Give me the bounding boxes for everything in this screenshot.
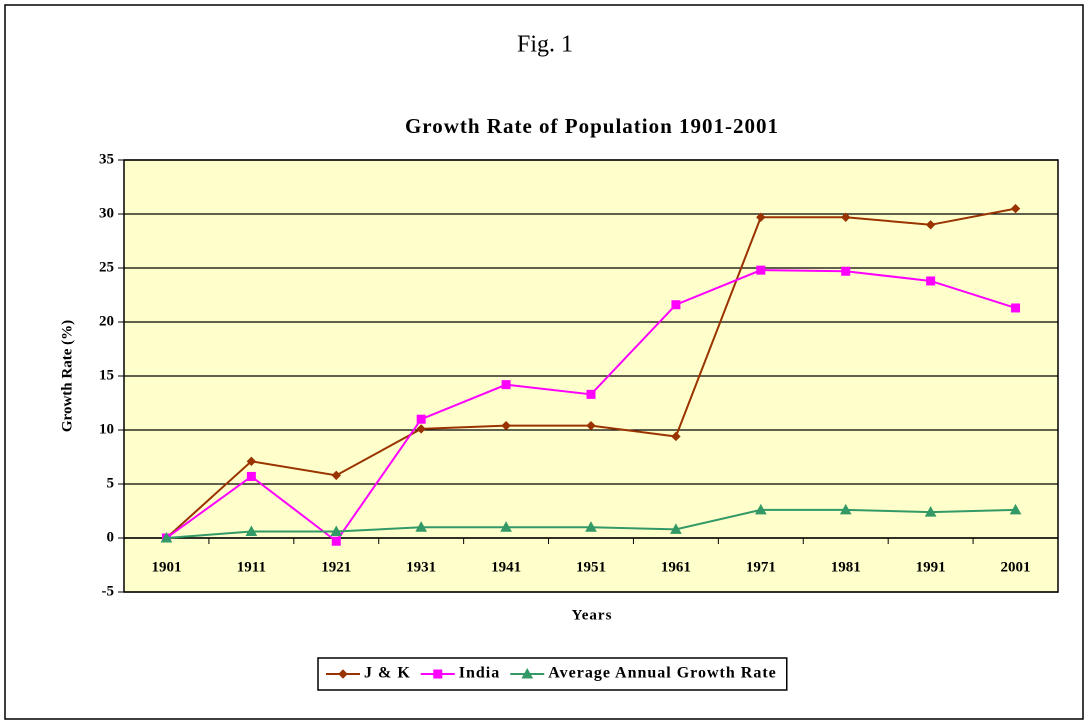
x-tick-label: 1961	[661, 559, 691, 575]
marker	[245, 525, 258, 537]
marker	[1009, 503, 1022, 515]
x-tick-label: 1901	[151, 559, 181, 575]
y-tick-label: 20	[99, 313, 114, 329]
marker	[670, 523, 682, 534]
marker	[756, 265, 766, 275]
x-tick-label: 1911	[237, 559, 266, 575]
marker	[330, 525, 343, 537]
marker	[246, 456, 257, 467]
marker	[671, 300, 681, 310]
marker	[500, 521, 512, 532]
x-tick-label: 1951	[576, 559, 606, 575]
y-tick-label: 25	[99, 259, 114, 275]
marker	[841, 266, 851, 276]
y-tick-label: 5	[107, 475, 115, 491]
marker	[433, 669, 443, 679]
marker	[501, 380, 511, 390]
y-tick-label: 30	[99, 205, 114, 221]
x-axis-label: Years	[572, 607, 613, 623]
marker	[924, 506, 937, 517]
marker	[926, 276, 936, 286]
marker	[416, 424, 426, 434]
marker	[754, 503, 767, 515]
legend-label: India	[459, 665, 500, 682]
legend: J & K India Average Annual Growth Rate	[317, 657, 788, 691]
marker	[415, 521, 428, 532]
y-tick-label: 10	[99, 421, 114, 437]
y-tick-label: 0	[107, 529, 115, 545]
x-tick-label: 1941	[491, 559, 521, 575]
marker	[586, 420, 596, 431]
chart-title: Growth Rate of Population 1901-2001	[405, 114, 779, 138]
marker	[160, 531, 173, 543]
y-axis-label: Growth Rate (%)	[59, 320, 75, 432]
x-tick-label: 1981	[831, 559, 861, 575]
legend-box	[317, 657, 788, 691]
marker	[925, 220, 936, 230]
marker	[841, 212, 851, 222]
marker	[756, 212, 766, 222]
marker	[331, 536, 341, 546]
y-tick-label: 35	[99, 151, 114, 167]
y-tick-label: -5	[102, 583, 115, 599]
marker	[521, 667, 534, 679]
x-tick-label: 2001	[1001, 559, 1031, 575]
legend-label: J & K	[364, 665, 411, 682]
marker	[586, 389, 596, 399]
marker	[585, 521, 597, 532]
x-tick-label: 1991	[916, 559, 946, 575]
marker	[338, 669, 348, 679]
y-tick-label: 15	[99, 367, 114, 383]
legend-label: Average Annual Growth Rate	[548, 665, 777, 682]
figure-label: Fig. 1	[517, 32, 573, 58]
marker	[501, 420, 511, 431]
marker	[1011, 303, 1021, 313]
marker	[671, 431, 681, 442]
x-tick-label: 1971	[746, 559, 776, 575]
marker	[416, 414, 426, 424]
marker	[246, 471, 256, 481]
x-tick-label: 1921	[321, 559, 351, 575]
marker	[839, 503, 852, 515]
marker	[1010, 203, 1021, 214]
x-tick-label: 1931	[406, 559, 436, 575]
marker	[331, 470, 341, 481]
